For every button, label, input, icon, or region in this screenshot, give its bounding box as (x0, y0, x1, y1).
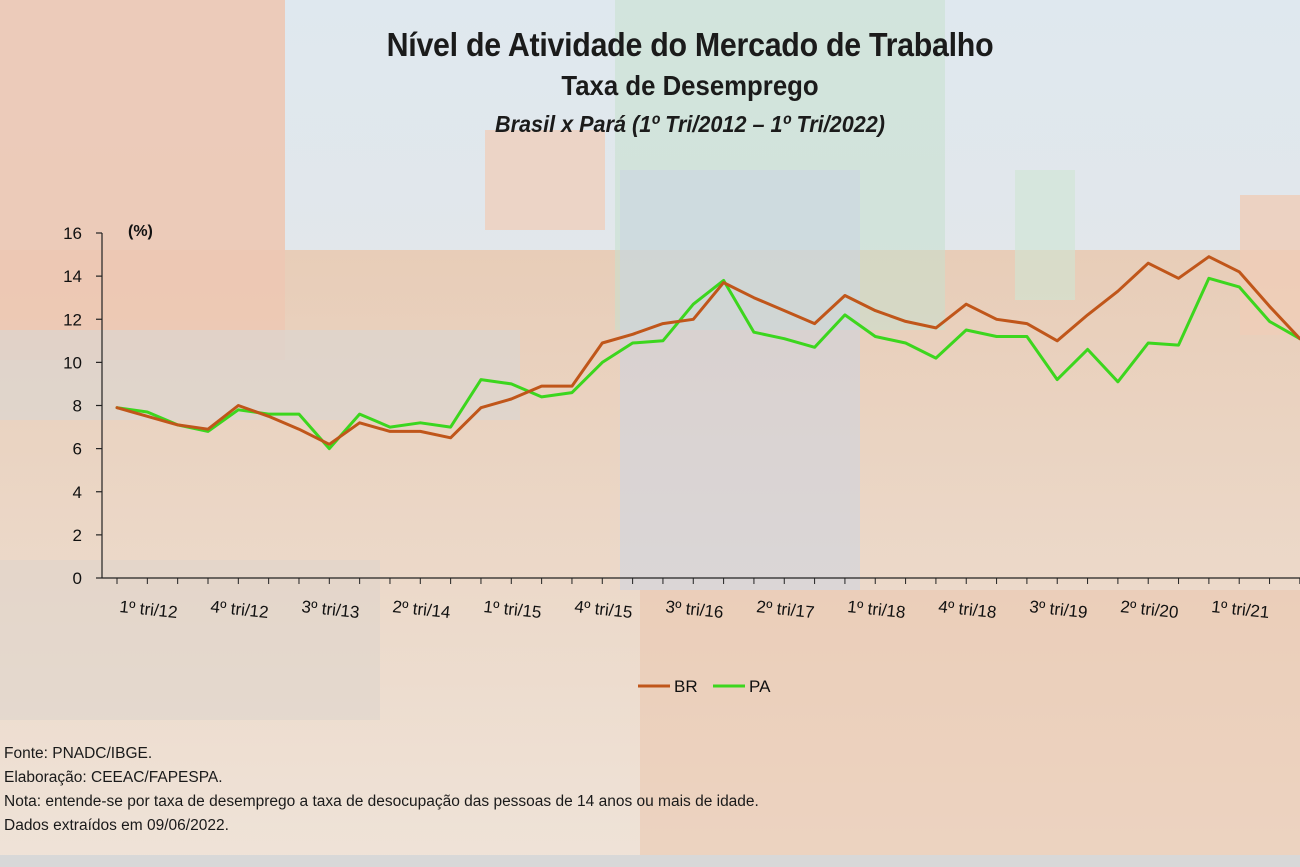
x-tick-label: 2º tri/20 (1119, 597, 1179, 622)
x-tick-label: 2º tri/14 (392, 597, 452, 622)
x-tick-label: 3º tri/19 (1028, 597, 1088, 622)
chart-period: Brasil x Pará (1º Tri/2012 – 1º Tri/2022… (494, 111, 885, 137)
axes (96, 232, 1300, 584)
x-tick-label: 1º tri/18 (847, 597, 907, 622)
chart-subtitle: Taxa de Desemprego (561, 70, 819, 101)
x-tick-label: 1º tri/15 (483, 597, 543, 622)
series-lines (115, 255, 1300, 451)
y-tick-label: 8 (73, 397, 82, 416)
source-note: Fonte: PNADC/IBGE. (4, 745, 153, 762)
legend-label-br: BR (674, 677, 698, 696)
y-tick-label: 6 (73, 440, 82, 459)
x-tick-label: 4º tri/15 (574, 597, 634, 622)
x-tick-label: 2º tri/17 (756, 597, 816, 622)
title-block: Nível de Atividade do Mercado de Trabalh… (0, 24, 1300, 142)
x-tick-label: 1º tri/12 (119, 597, 179, 622)
legend-label-pa: PA (749, 677, 771, 696)
definition-note: Nota: entende-se por taxa de desemprego … (4, 793, 759, 810)
legend: BR PA (638, 677, 771, 696)
y-tick-label: 16 (63, 224, 82, 243)
y-tick-label: 2 (73, 526, 82, 545)
y-tick-label: 0 (73, 569, 82, 588)
y-tick-label: 12 (63, 310, 82, 329)
extraction-date-note: Dados extraídos em 09/06/2022. (4, 817, 229, 834)
x-tick-label: 4º tri/18 (937, 597, 997, 622)
x-tick-label: 3º tri/16 (665, 597, 725, 622)
y-tick-label: 10 (63, 353, 82, 372)
series-line-br (115, 255, 1300, 446)
y-tick-label: 4 (73, 483, 82, 502)
y-tick-label: 14 (63, 267, 82, 286)
x-tick-label: 4º tri/12 (210, 597, 270, 622)
chart-title: Nível de Atividade do Mercado de Trabalh… (386, 26, 994, 63)
x-tick-label: 1º tri/21 (1210, 597, 1270, 622)
series-line-pa (115, 276, 1300, 451)
y-axis-label: (%) (128, 223, 153, 240)
tick-labels: 0 2 4 6 8 10 12 14 16 (%) 1º tri/12 4º tri/12 3º tri… (63, 223, 1270, 622)
elaboration-note: Elaboração: CEEAC/FAPESPA. (4, 769, 223, 786)
x-tick-label: 3º tri/13 (301, 597, 361, 622)
footnotes: Fonte: PNADC/IBGE. Elaboração: CEEAC/FAP… (4, 742, 759, 838)
